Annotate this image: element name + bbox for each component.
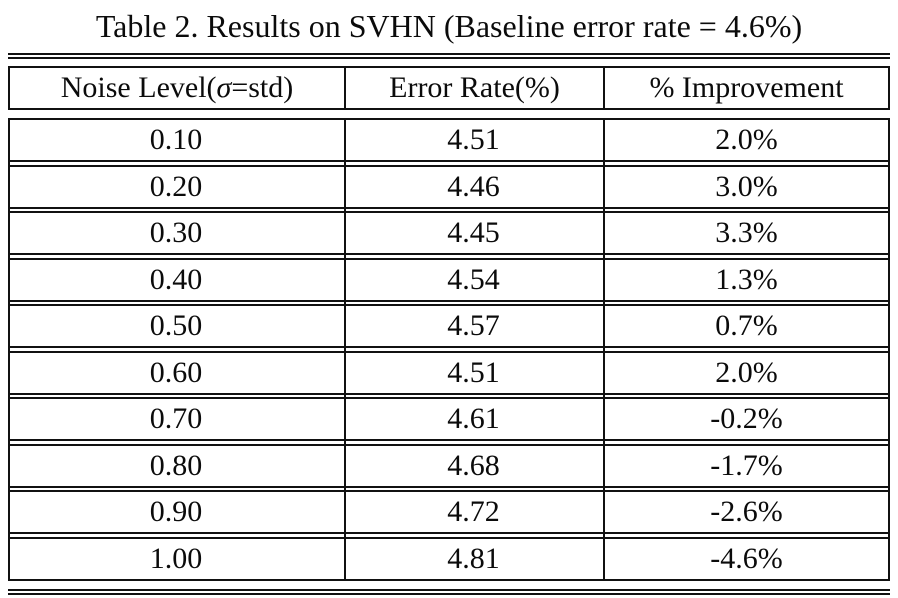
table-row: 0.10 4.51 2.0%: [8, 118, 890, 162]
table-cell: 0.30: [149, 216, 203, 249]
table-row: 0.30 4.45 3.3%: [8, 211, 890, 255]
bottom-double-rule: [8, 588, 890, 595]
table-right-border-line: [888, 118, 890, 581]
table-cell: 4.51: [447, 355, 500, 389]
table-cell: -4.6%: [710, 541, 783, 575]
table-cell: 0.50: [149, 309, 203, 342]
table-cell: 0.90: [149, 495, 203, 528]
top-double-rule: [8, 53, 890, 59]
table-cell: 4.68: [447, 448, 500, 482]
table-cell: 3.0%: [715, 169, 778, 203]
header-text: =std): [231, 71, 294, 104]
column-header-error-rate: Error Rate(%): [344, 68, 603, 108]
table-cell: 0.80: [149, 448, 203, 482]
table-cell: 4.51: [447, 123, 500, 156]
table-cell: 4.81: [447, 541, 500, 575]
table-header-row: Noise Level(σ=std) Error Rate(%) % Impro…: [8, 66, 890, 110]
table-row: 0.40 4.54 1.3%: [8, 257, 890, 302]
table-cell: 0.60: [149, 355, 203, 389]
table-row: 0.80 4.68 -1.7%: [8, 443, 890, 488]
table-body: 0.10 4.51 2.0% 0.20 4.46 3.0% 0.30 4.45 3.3% 0.40…: [8, 118, 890, 581]
table-row: 0.90 4.72 -2.6%: [8, 490, 890, 534]
table-cell: 4.46: [447, 169, 500, 203]
sigma-symbol: σ: [216, 71, 232, 104]
table-cell: 4.54: [447, 262, 500, 296]
table-cell: 4.45: [447, 216, 500, 249]
table-cell: -1.7%: [710, 448, 783, 482]
table-row: 0.50 4.57 0.7%: [8, 304, 890, 348]
table-row: 0.60 4.51 2.0%: [8, 350, 890, 395]
table-cell: 0.40: [149, 262, 203, 296]
table-row: 0.20 4.46 3.0%: [8, 164, 890, 209]
column-header-noise-level: Noise Level(σ=std): [10, 68, 344, 108]
table-cell: 3.3%: [715, 216, 778, 249]
column-separator-line-2: [603, 118, 605, 581]
table-cell: 0.20: [149, 169, 203, 203]
table-cell: -2.6%: [710, 495, 783, 528]
table-cell: 4.57: [447, 309, 500, 342]
header-text: Noise Level(: [60, 71, 217, 104]
table-cell: 1.00: [149, 541, 203, 575]
table-row: 0.70 4.61 -0.2%: [8, 397, 890, 441]
table-caption: Table 2. Results on SVHN (Baseline error…: [95, 8, 803, 44]
table-cell: 4.61: [447, 402, 500, 435]
results-table: Noise Level(σ=std) Error Rate(%) % Impro…: [8, 53, 890, 595]
table-cell: 2.0%: [715, 123, 778, 156]
table-cell: 0.7%: [715, 309, 778, 342]
table-cell: -0.2%: [710, 402, 783, 435]
table-cell: 1.3%: [715, 262, 778, 296]
table-left-border-line: [8, 118, 10, 581]
column-header-improvement: % Improvement: [603, 68, 888, 108]
table-cell: 2.0%: [715, 355, 778, 389]
table-cell: 4.72: [447, 495, 500, 528]
table-cell: 0.70: [149, 402, 203, 435]
table-cell: 0.10: [149, 123, 203, 156]
table-row: 1.00 4.81 -4.6%: [8, 536, 890, 581]
column-separator-line-1: [344, 118, 346, 581]
